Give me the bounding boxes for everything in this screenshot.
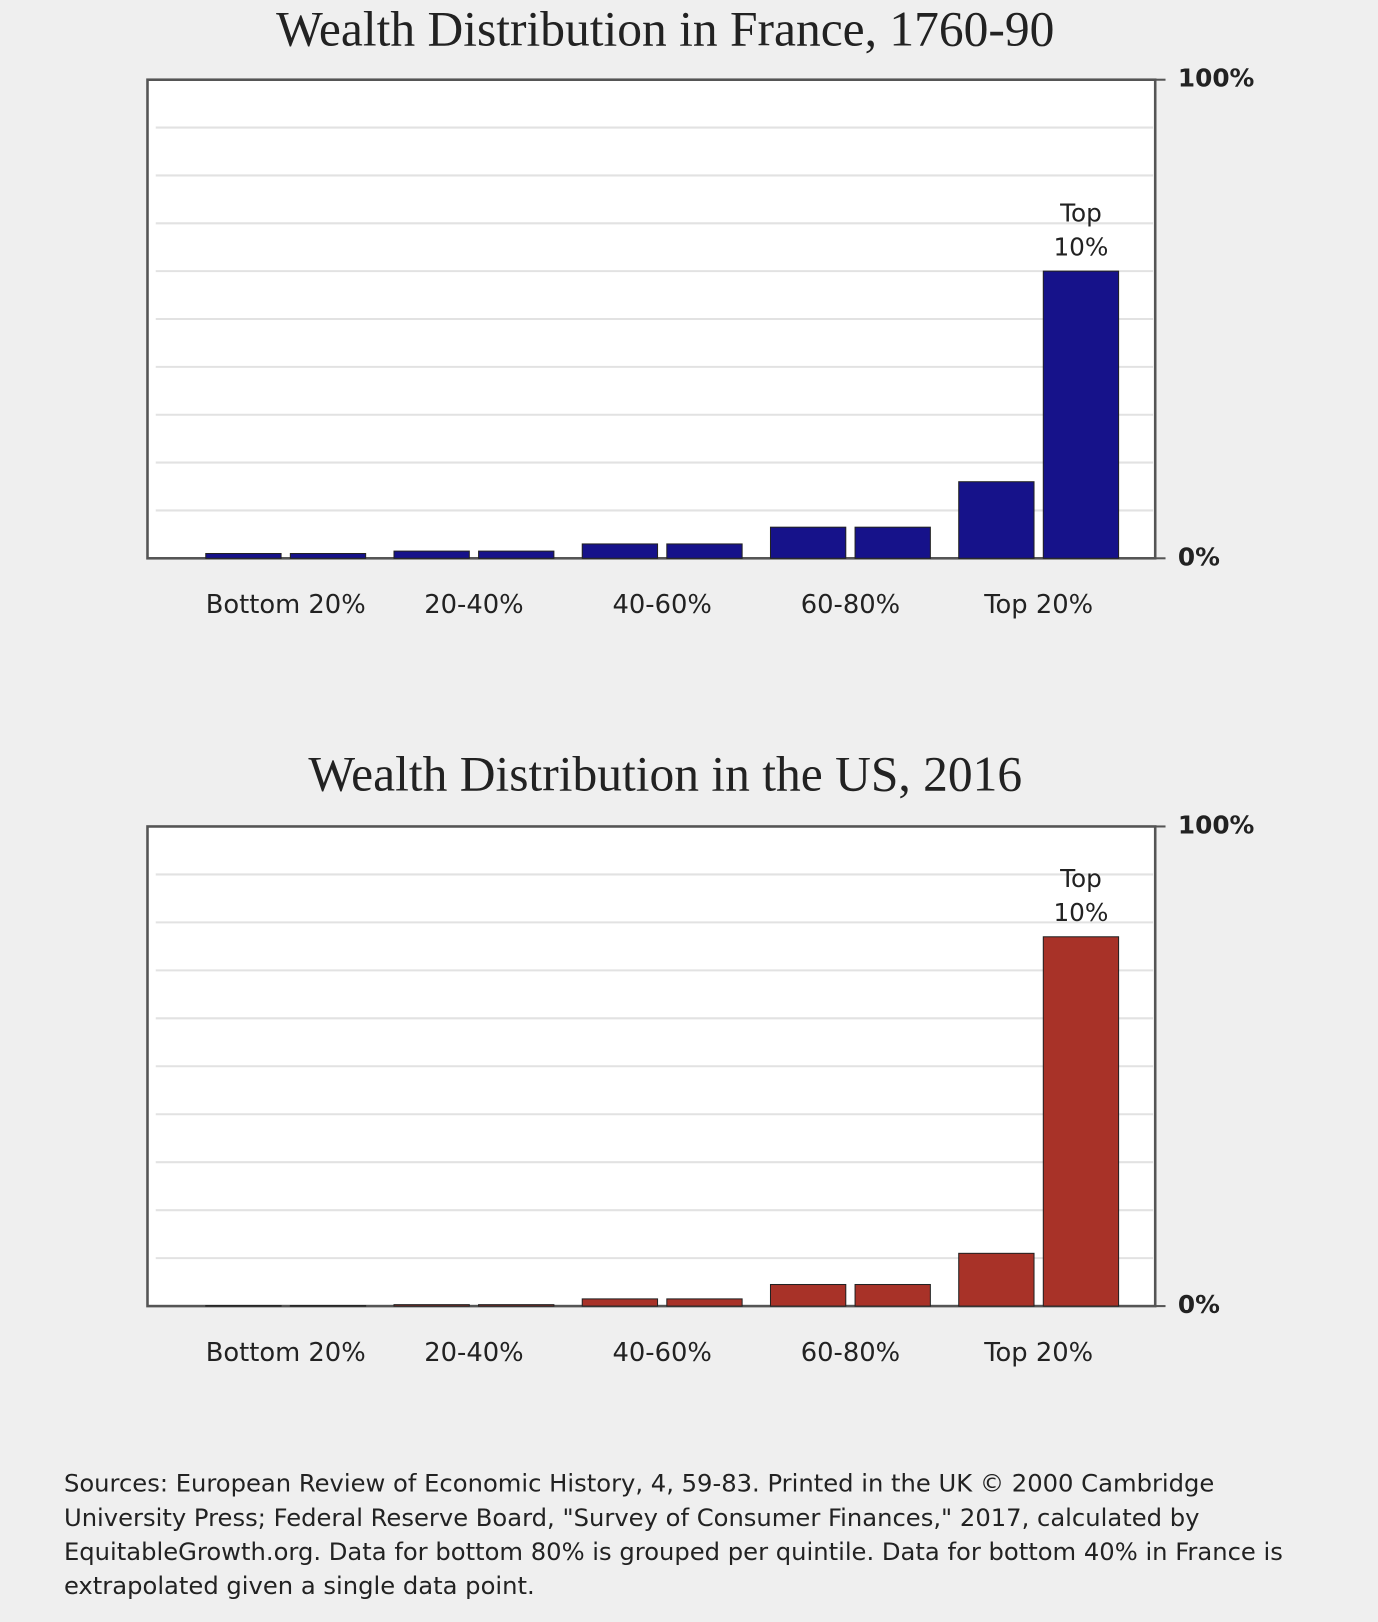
bar — [478, 550, 555, 559]
bar — [478, 1304, 555, 1307]
y-tick-label: 100% — [1178, 64, 1255, 93]
y-tick-label: 0% — [1178, 1290, 1220, 1319]
bar — [854, 1283, 931, 1307]
x-tick-label: Top 20% — [983, 590, 1093, 620]
bar — [769, 526, 847, 559]
sources-box: Sources: European Review of Economic His… — [63, 1469, 1283, 1601]
chart-title: Wealth Distribution in France, 1760-90 — [276, 2, 1054, 57]
bar — [289, 552, 367, 559]
y-tick-label: 0% — [1178, 542, 1220, 571]
annotation: 10% — [1053, 232, 1108, 261]
bar — [205, 552, 282, 559]
chart-title: Wealth Distribution in the US, 2016 — [308, 746, 1022, 801]
x-tick-label: 60-80% — [801, 590, 900, 620]
bar — [1042, 270, 1120, 559]
x-tick-label: 20-40% — [424, 590, 523, 620]
bar — [666, 1298, 743, 1307]
annotation: 10% — [1053, 898, 1108, 927]
x-tick-label: 40-60% — [613, 1338, 712, 1368]
x-tick-label: Bottom 20% — [206, 1338, 366, 1368]
bar — [581, 1298, 659, 1307]
bar — [958, 481, 1035, 559]
bar — [581, 543, 659, 559]
bar — [769, 1283, 847, 1307]
x-tick-label: 20-40% — [424, 1338, 523, 1368]
bar — [1042, 936, 1120, 1307]
x-tick-label: Top 20% — [983, 1338, 1093, 1368]
bar — [958, 1252, 1035, 1307]
bar — [854, 526, 931, 559]
y-tick-label: 100% — [1178, 810, 1255, 839]
x-tick-label: 60-80% — [801, 1338, 900, 1368]
annotation: Top — [1059, 864, 1102, 893]
sources: Sources: European Review of Economic His… — [63, 1469, 1283, 1601]
x-tick-label: Bottom 20% — [206, 590, 366, 620]
annotation: Top — [1059, 198, 1102, 227]
bar — [666, 543, 743, 559]
x-tick-label: 40-60% — [613, 590, 712, 620]
bar — [393, 550, 470, 559]
bar — [393, 1304, 470, 1307]
